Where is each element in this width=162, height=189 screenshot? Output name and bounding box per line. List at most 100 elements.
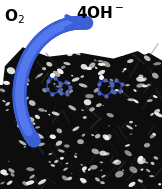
Ellipse shape (35, 78, 37, 79)
Ellipse shape (128, 182, 135, 187)
Ellipse shape (153, 62, 161, 65)
Polygon shape (0, 85, 162, 189)
Text: 4OH$^-$: 4OH$^-$ (76, 5, 125, 21)
Ellipse shape (102, 105, 104, 106)
Ellipse shape (135, 125, 137, 126)
Ellipse shape (100, 161, 103, 163)
Ellipse shape (48, 161, 51, 163)
Ellipse shape (115, 171, 124, 178)
Ellipse shape (95, 134, 100, 138)
Ellipse shape (103, 134, 109, 140)
Ellipse shape (134, 100, 139, 103)
Ellipse shape (1, 79, 4, 81)
Ellipse shape (133, 89, 137, 92)
Ellipse shape (119, 90, 123, 93)
Ellipse shape (22, 77, 29, 83)
Ellipse shape (38, 179, 46, 185)
Ellipse shape (154, 156, 158, 160)
Ellipse shape (108, 86, 110, 87)
Ellipse shape (123, 68, 127, 71)
Ellipse shape (136, 83, 144, 88)
Ellipse shape (8, 168, 15, 173)
Ellipse shape (85, 67, 92, 70)
Ellipse shape (48, 153, 52, 155)
Ellipse shape (74, 155, 77, 158)
Ellipse shape (22, 181, 29, 186)
Ellipse shape (33, 143, 37, 147)
Ellipse shape (83, 170, 86, 173)
Ellipse shape (62, 175, 68, 181)
Ellipse shape (142, 85, 148, 88)
Ellipse shape (81, 109, 84, 111)
Ellipse shape (24, 146, 26, 148)
Ellipse shape (144, 161, 148, 163)
Ellipse shape (149, 175, 154, 177)
Ellipse shape (91, 134, 94, 136)
Ellipse shape (38, 108, 45, 112)
Ellipse shape (152, 133, 156, 136)
Ellipse shape (61, 66, 65, 69)
Ellipse shape (110, 79, 113, 81)
Ellipse shape (122, 71, 124, 72)
Ellipse shape (17, 95, 22, 99)
Ellipse shape (23, 83, 29, 86)
Ellipse shape (53, 71, 60, 77)
Ellipse shape (33, 135, 38, 138)
Ellipse shape (66, 89, 73, 94)
Ellipse shape (81, 64, 87, 70)
Ellipse shape (115, 89, 119, 91)
Ellipse shape (7, 67, 15, 74)
Ellipse shape (32, 122, 35, 125)
Ellipse shape (17, 124, 22, 128)
Ellipse shape (51, 164, 55, 167)
Ellipse shape (29, 175, 35, 179)
Ellipse shape (130, 133, 133, 135)
Ellipse shape (32, 144, 35, 146)
Ellipse shape (36, 73, 43, 78)
Polygon shape (97, 53, 162, 189)
Ellipse shape (42, 88, 47, 92)
Ellipse shape (58, 149, 65, 153)
Ellipse shape (105, 134, 112, 140)
Ellipse shape (8, 161, 10, 162)
Ellipse shape (94, 88, 99, 93)
Ellipse shape (98, 70, 105, 75)
Ellipse shape (99, 63, 103, 66)
Ellipse shape (80, 164, 83, 166)
Ellipse shape (13, 96, 19, 101)
Ellipse shape (108, 125, 110, 126)
Ellipse shape (92, 149, 99, 154)
Ellipse shape (117, 53, 122, 55)
Ellipse shape (154, 109, 160, 114)
Ellipse shape (15, 97, 19, 100)
Ellipse shape (112, 159, 119, 164)
Ellipse shape (138, 160, 144, 164)
Ellipse shape (124, 150, 132, 156)
Ellipse shape (67, 53, 73, 56)
Ellipse shape (63, 167, 68, 171)
Ellipse shape (80, 178, 87, 183)
Ellipse shape (127, 59, 133, 63)
Ellipse shape (45, 110, 47, 112)
Ellipse shape (129, 121, 133, 123)
Ellipse shape (137, 157, 146, 164)
Ellipse shape (89, 107, 95, 112)
Ellipse shape (98, 63, 105, 66)
Ellipse shape (143, 84, 145, 86)
Ellipse shape (0, 182, 5, 184)
Ellipse shape (75, 153, 77, 154)
Ellipse shape (85, 94, 94, 98)
Ellipse shape (158, 183, 161, 186)
Ellipse shape (56, 86, 60, 88)
Ellipse shape (77, 139, 84, 144)
Ellipse shape (104, 152, 110, 156)
Ellipse shape (122, 170, 124, 171)
Ellipse shape (35, 115, 40, 119)
Ellipse shape (127, 98, 135, 101)
Ellipse shape (48, 114, 50, 115)
Ellipse shape (140, 168, 143, 171)
Ellipse shape (2, 100, 6, 102)
Ellipse shape (153, 95, 157, 98)
Ellipse shape (23, 97, 29, 101)
Ellipse shape (95, 177, 100, 182)
